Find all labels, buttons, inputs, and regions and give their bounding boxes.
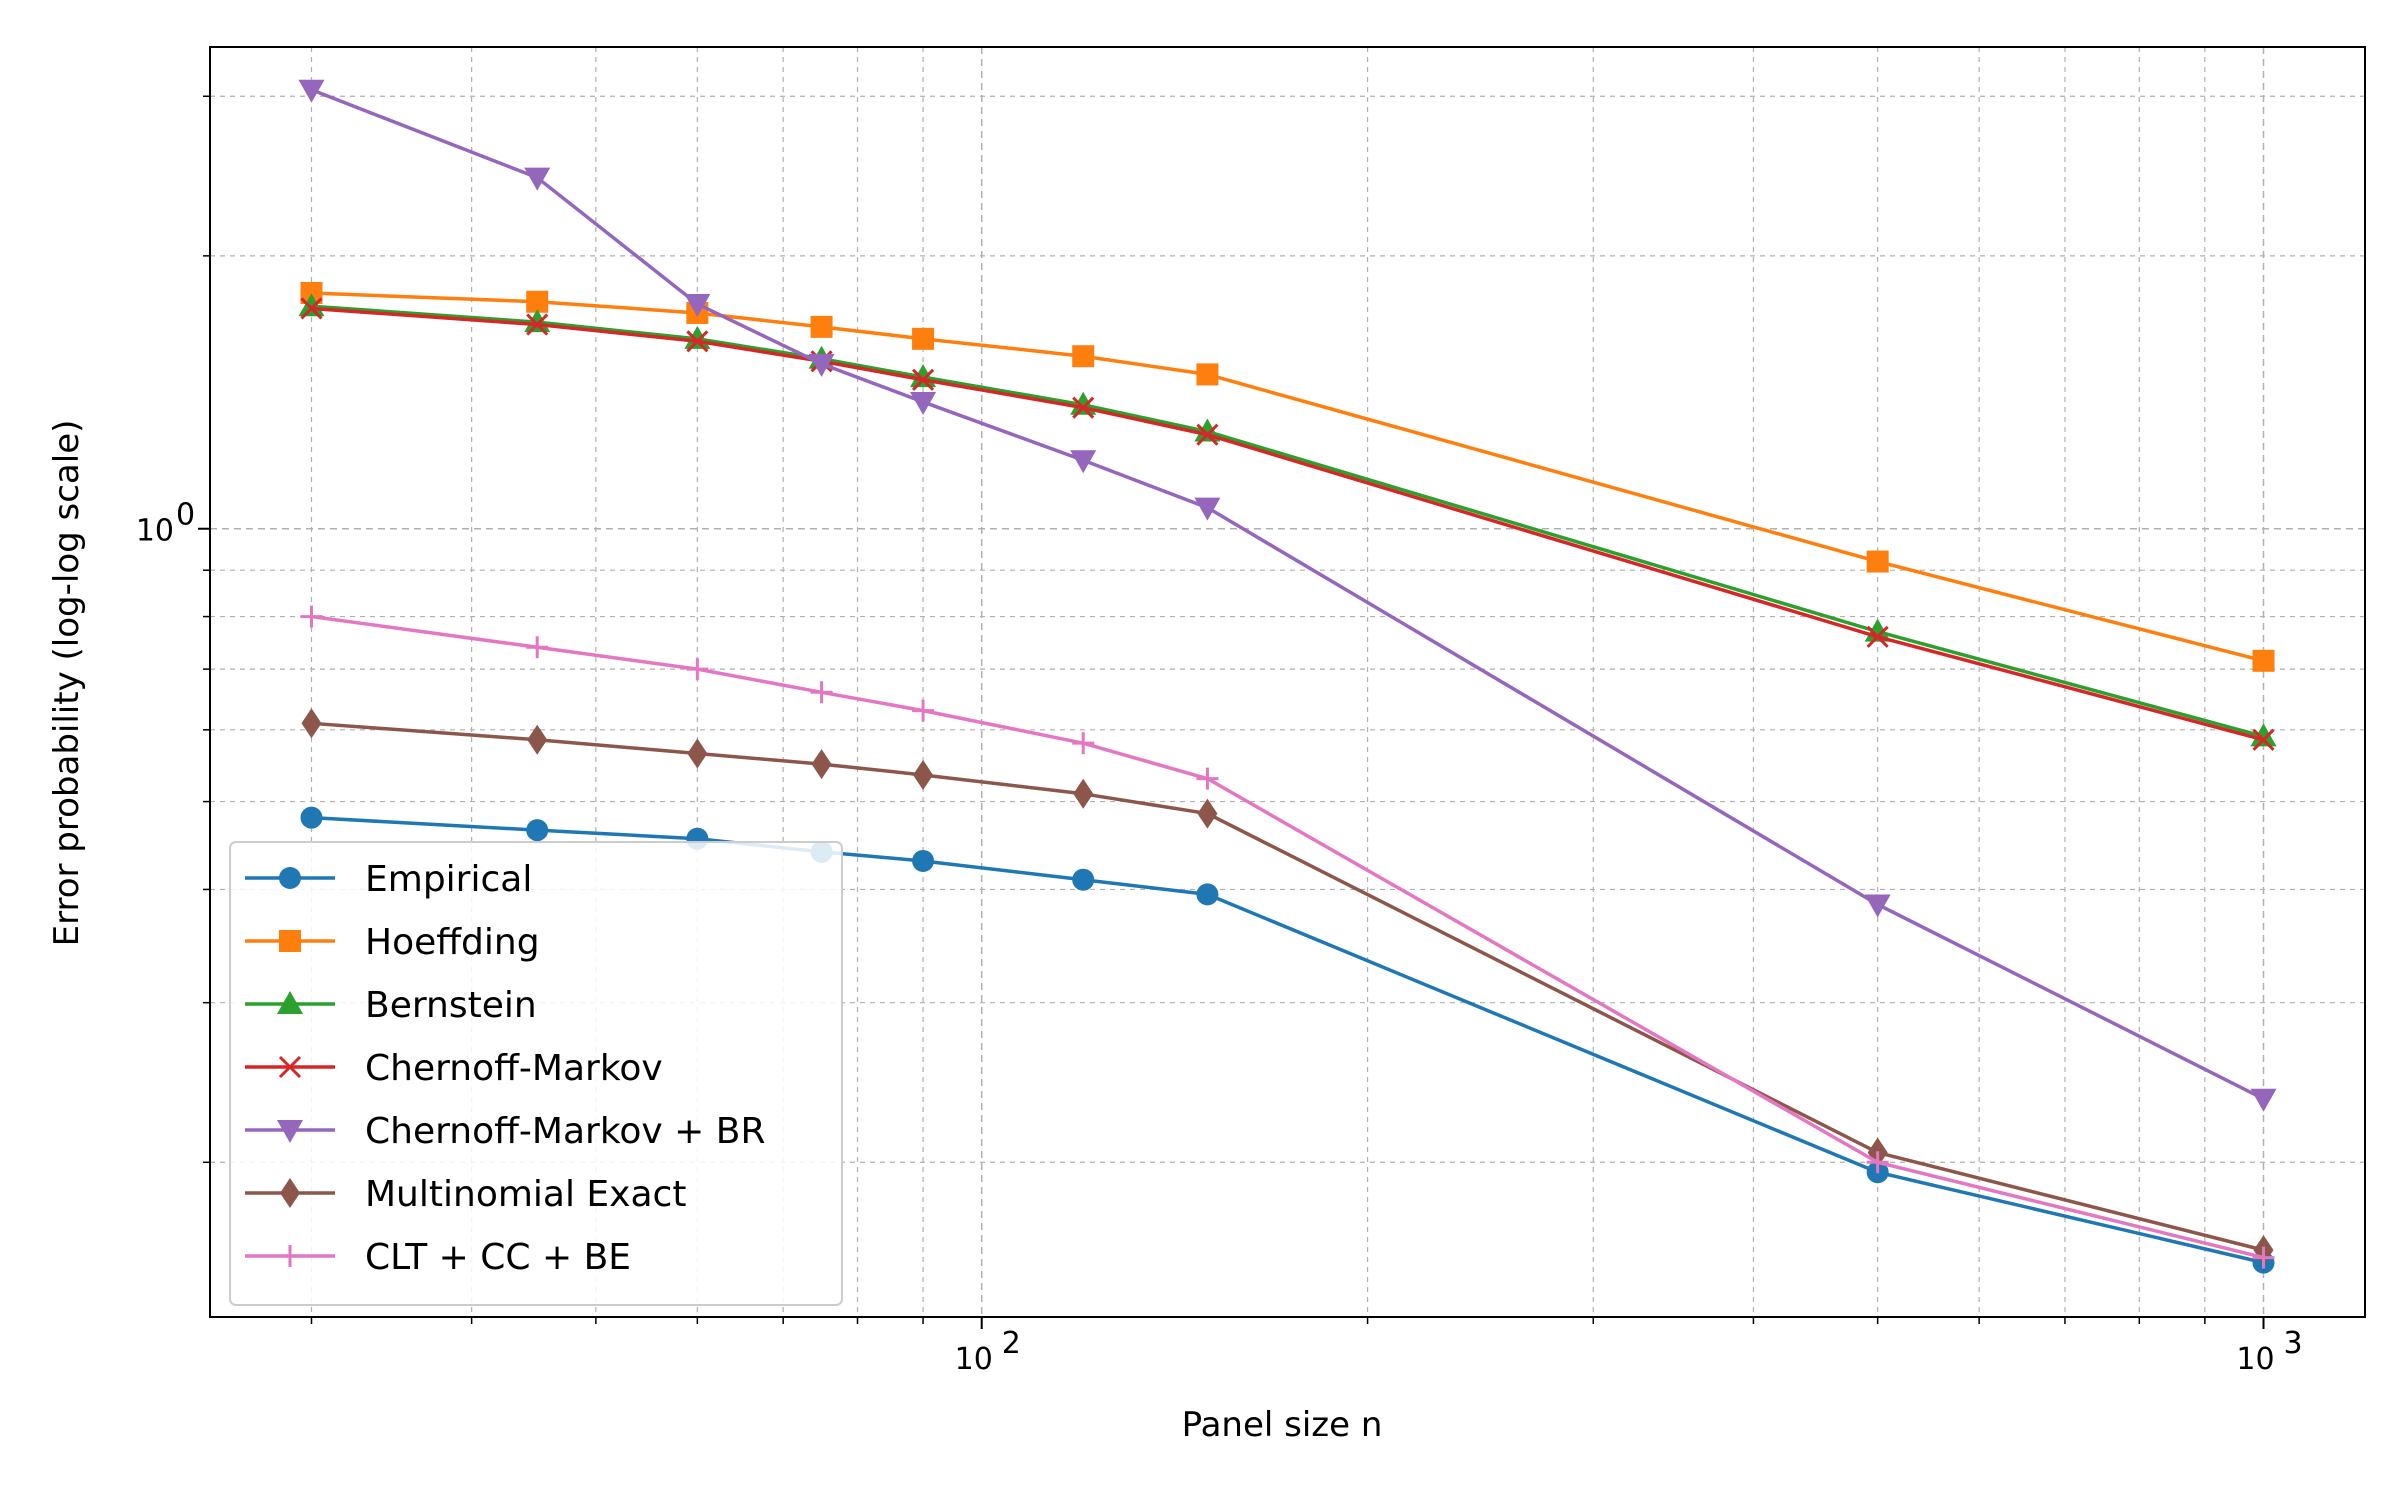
data-point [684,293,711,317]
data-point [686,658,709,681]
legend-label: Bernstein [365,985,537,1026]
data-point [300,282,323,305]
data-point [527,724,548,755]
data-point [301,708,322,739]
legend-entry: Chernoff-Markov [245,1048,663,1089]
data-point [1072,345,1095,368]
x-tick-label: 10 [955,1342,993,1377]
legend-marker [279,930,301,952]
ticks: 10 2 10 310 0 [136,95,2303,1377]
data-point [300,605,323,628]
series-chernoff-markov-br [298,79,2277,1112]
legend-marker [277,1120,303,1143]
data-point [1194,497,1221,521]
data-point [1196,423,1219,446]
legend-entry: Multinomial Exact [245,1174,686,1215]
data-point [2252,649,2275,672]
data-point [1073,778,1094,809]
x-tick-exponent: 2 [1002,1326,1021,1361]
data-point [526,290,549,313]
data-point [1070,450,1097,474]
data-point [300,297,323,320]
data-point [526,636,549,659]
data-point [686,330,709,353]
y-tick-exponent: 0 [176,498,195,533]
legend-marker [279,1245,301,1267]
data-point [1197,798,1218,829]
data-point [1866,1151,1889,1174]
legend-box [229,841,843,1306]
legend-label: Hoeffding [365,922,540,963]
legend: Empirical Hoeffding Bernstein Chernoff-Mark… [229,841,843,1306]
data-point [1072,732,1095,755]
data-point [1866,550,1889,573]
data-point [810,681,833,704]
data-point [524,167,551,191]
data-point [1196,883,1219,906]
data-point [2250,1088,2277,1112]
legend-entry: Hoeffding [245,922,540,963]
legend-label: Empirical [365,859,532,900]
legend-marker [279,867,301,889]
legend-entry: CLT + CC + BE [245,1237,631,1278]
plot-frame [209,46,2366,1318]
data-point [2250,723,2277,747]
legend-marker [278,1055,302,1079]
data-point [912,368,935,391]
series-hoeffding [300,282,2275,672]
data-point [526,313,549,336]
data-point [1864,894,1891,918]
series-layer [298,79,2277,1274]
legend-label: Chernoff-Markov + BR [365,1111,765,1152]
legend-marker [277,991,303,1014]
data-point [810,315,833,338]
data-point [1196,363,1219,386]
data-point [912,849,935,872]
data-point [811,749,832,780]
data-point [2252,728,2275,751]
x-tick-label: 10 [2236,1342,2274,1377]
data-point [298,79,325,103]
legend-label: Chernoff-Markov [365,1048,663,1089]
data-point [2252,1246,2275,1269]
legend-entry: Empirical [245,859,532,900]
data-point [910,391,937,415]
data-point [687,738,708,769]
data-point [1866,625,1889,648]
legend-entry: Chernoff-Markov + BR [245,1111,765,1152]
legend-entry: Bernstein [245,985,537,1026]
x-tick-exponent: 3 [2284,1326,2303,1361]
data-point [913,759,934,790]
x-axis-label: Panel size n [1182,1405,1383,1445]
y-axis-label: Error probability (log-log scale) [47,420,87,947]
series-clt-cc-be [300,605,2275,1269]
data-point [808,353,835,377]
y-tick-label: 10 [136,514,174,549]
data-point [1072,396,1095,419]
legend-marker [280,1178,300,1208]
data-point [526,819,549,842]
data-point [912,327,935,350]
series-chernoff-markov [300,297,2275,751]
data-point [1196,767,1219,790]
data-point [300,806,323,829]
legend-label: CLT + CC + BE [365,1237,631,1278]
data-point [1072,868,1095,891]
data-point [912,699,935,722]
legend-label: Multinomial Exact [365,1174,686,1215]
